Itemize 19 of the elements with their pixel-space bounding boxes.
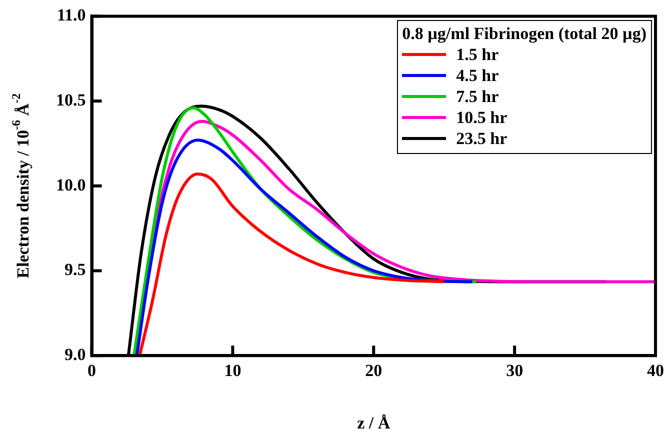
y-tick-label: 10.0 (56, 175, 86, 194)
x-tick-label: 40 (647, 361, 664, 380)
x-axis-title: z / Å (357, 413, 391, 432)
legend-label: 1.5 hr (456, 44, 499, 66)
legend-label: 23.5 hr (456, 128, 508, 150)
y-axis-title: Electron density / 10-6 Å-2 (9, 93, 32, 278)
legend-title: 0.8 µg/ml Fibrinogen (total 20 µg) (402, 23, 646, 44)
legend-label: 4.5 hr (456, 65, 499, 86)
legend-label: 10.5 hr (456, 107, 508, 128)
y-tick-label: 10.5 (56, 90, 86, 110)
x-tick-label: 0 (88, 361, 96, 380)
x-tick-label: 30 (506, 361, 524, 380)
y-tick-label: 9.0 (64, 344, 86, 364)
legend-label: 7.5 hr (456, 86, 499, 108)
x-tick-label: 20 (365, 361, 382, 380)
y-tick-label: 11.0 (56, 6, 86, 25)
line-series (138, 172, 446, 356)
x-tick-label: 10 (224, 361, 242, 380)
y-tick-label: 9.5 (64, 260, 86, 280)
